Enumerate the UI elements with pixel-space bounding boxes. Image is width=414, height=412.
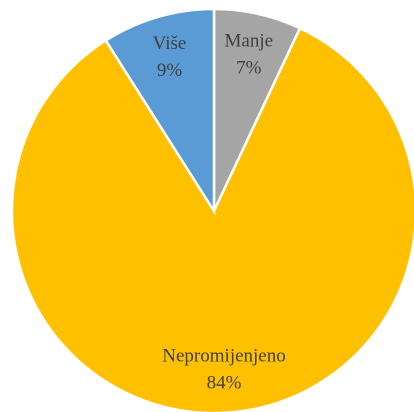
slice-value-label: 7% (236, 58, 262, 79)
pie-slice (10, 26, 414, 412)
slice-value-label: 84% (207, 373, 242, 394)
pie-slice (104, 7, 216, 216)
slice-label: Nepromijenjeno (162, 346, 285, 367)
slice-label: Više (153, 33, 187, 54)
slice-value-label: 9% (157, 60, 183, 81)
slice-label: Manje (225, 31, 274, 52)
